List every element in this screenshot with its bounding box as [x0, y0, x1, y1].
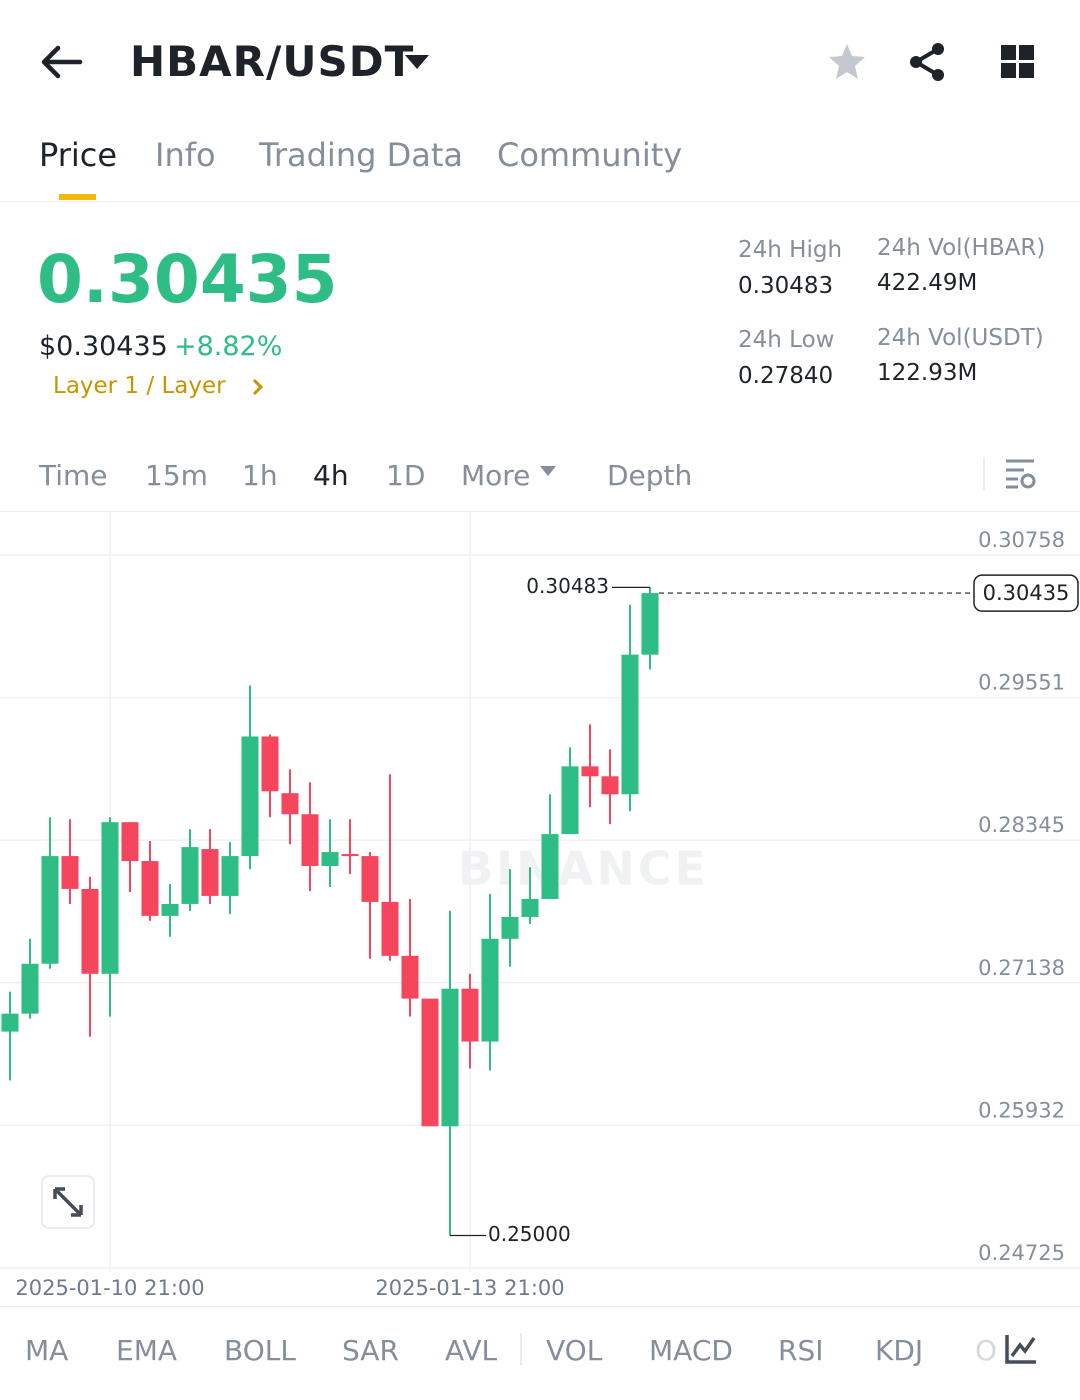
divider — [0, 511, 1080, 512]
y-tick-label: 0.25932 — [978, 1098, 1065, 1122]
tab[interactable]: Community — [497, 136, 683, 174]
indicator[interactable]: BOLL — [224, 1334, 296, 1367]
candle-body — [401, 955, 419, 999]
tab-indicator — [59, 194, 96, 200]
candle-body — [221, 856, 239, 896]
y-tick-label: 0.29551 — [978, 671, 1065, 695]
x-tick-label: 2025-01-13 21:00 — [375, 1276, 564, 1300]
favorite-star[interactable] — [827, 42, 867, 82]
watermark: BINANCE — [458, 842, 709, 896]
current-price-label: 0.30435 — [983, 581, 1070, 605]
fullscreen-icon — [53, 1187, 83, 1217]
candle-body — [581, 766, 599, 777]
interval[interactable]: 1h — [242, 459, 278, 492]
indicator[interactable]: EMA — [116, 1334, 178, 1367]
indicator[interactable]: MACD — [649, 1334, 733, 1367]
candle-body — [341, 854, 359, 857]
indicator[interactable]: O — [975, 1334, 998, 1367]
tab[interactable]: Trading Data — [259, 136, 463, 174]
candle-body — [201, 849, 219, 896]
candle-body — [301, 814, 319, 867]
stat-label: 24h Vol(USDT) — [877, 325, 1044, 351]
candle-body — [441, 988, 459, 1127]
candle-body — [481, 938, 499, 1042]
candle-body — [121, 822, 139, 862]
candle-body — [141, 861, 159, 916]
tab[interactable]: Price — [39, 136, 118, 174]
candle-body — [601, 776, 619, 795]
candle-body — [61, 856, 79, 889]
indicator[interactable]: SAR — [342, 1334, 399, 1367]
back-button[interactable] — [40, 44, 84, 80]
indicator[interactable]: KDJ — [875, 1334, 924, 1367]
low-label: 0.25000 — [488, 1222, 571, 1246]
indicator[interactable]: MA — [25, 1334, 69, 1367]
candle-body — [501, 916, 519, 939]
candle-body — [641, 593, 659, 655]
stat-label: 24h High — [738, 237, 843, 263]
fullscreen-button[interactable] — [41, 1175, 95, 1229]
candle-body — [161, 903, 179, 916]
candle-body — [181, 847, 199, 904]
indicator-settings-icon[interactable] — [1004, 1333, 1038, 1365]
indicator[interactable]: RSI — [778, 1334, 824, 1367]
candle-body — [41, 856, 59, 964]
y-tick-label: 0.30758 — [978, 528, 1065, 552]
candle-body — [261, 736, 279, 792]
candle-body — [381, 901, 399, 956]
layout-icon[interactable] — [1000, 44, 1036, 80]
candle-body — [281, 793, 299, 815]
stat-value: 0.30483 — [738, 273, 834, 299]
stat-label: 24h Low — [738, 327, 835, 353]
candle-body — [101, 822, 119, 974]
tab[interactable]: Info — [155, 136, 216, 174]
interval[interactable]: More — [461, 459, 531, 492]
separator — [983, 458, 985, 490]
interval[interactable]: Time — [39, 459, 108, 492]
stat-value: 422.49M — [877, 270, 978, 296]
candle-body — [461, 988, 479, 1042]
candle-body — [621, 654, 639, 795]
y-tick-label: 0.28345 — [978, 813, 1065, 837]
tag-chevron[interactable] — [250, 377, 266, 397]
interval[interactable]: Depth — [607, 459, 693, 492]
candle-body — [321, 852, 339, 867]
y-tick-label: 0.24725 — [978, 1241, 1065, 1265]
current-price-badge — [973, 574, 1079, 612]
category-tag[interactable]: Layer 1 / Layer — [53, 373, 226, 399]
more-dropdown[interactable] — [538, 464, 558, 478]
candle-body — [361, 856, 379, 902]
candle-body — [81, 888, 99, 974]
divider — [0, 201, 1080, 202]
candle-body — [541, 834, 559, 899]
candle-body — [241, 736, 259, 857]
candle-body — [421, 998, 439, 1127]
stat-value: 0.27840 — [738, 363, 834, 389]
share-icon[interactable] — [908, 42, 948, 82]
divider — [0, 1306, 1080, 1307]
stat-label: 24h Vol(HBAR) — [877, 235, 1046, 261]
candle-body — [521, 898, 539, 917]
x-tick-label: 2025-01-10 21:00 — [15, 1276, 204, 1300]
pair-dropdown[interactable] — [403, 52, 431, 72]
candle-body — [561, 766, 579, 835]
interval[interactable]: 15m — [145, 459, 208, 492]
high-label: 0.30483 — [526, 574, 609, 598]
pair-title[interactable]: HBAR/USDT — [130, 37, 415, 86]
y-tick-label: 0.27138 — [978, 956, 1065, 980]
indicator[interactable]: AVL — [445, 1334, 498, 1367]
price-change: +8.82% — [174, 331, 283, 362]
stat-value: 122.93M — [877, 360, 978, 386]
usd-price: $0.30435 — [39, 331, 168, 362]
chart-settings-icon[interactable] — [1004, 458, 1038, 490]
candlestick-chart: BINANCE 0.30758 0.29551 0.28345 0.27138 0.259… — [0, 512, 1080, 1300]
candle-body — [21, 963, 39, 1014]
last-price: 0.30435 — [37, 241, 338, 318]
indicator[interactable]: VOL — [546, 1334, 603, 1367]
interval[interactable]: 4h — [313, 459, 349, 492]
separator — [520, 1333, 522, 1365]
interval[interactable]: 1D — [386, 459, 426, 492]
candle-body — [1, 1013, 19, 1032]
